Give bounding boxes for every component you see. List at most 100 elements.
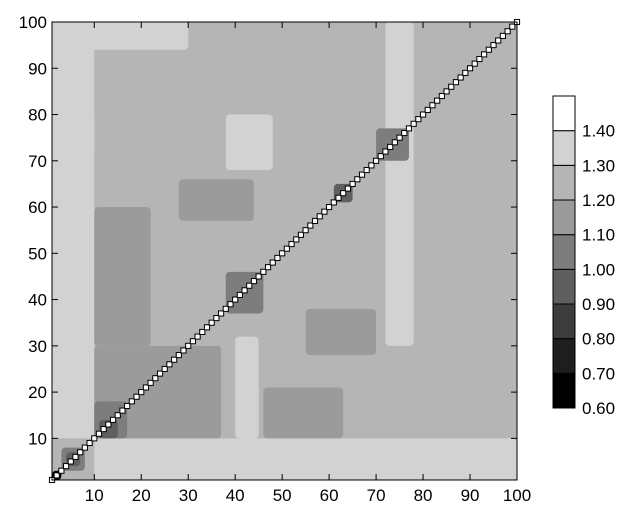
diagonal-cell <box>161 365 168 373</box>
diagonal-cell <box>77 449 84 456</box>
colorbar-label: 1.40 <box>582 122 615 141</box>
diagonal-cell <box>438 92 445 100</box>
heatmap-region <box>52 22 95 439</box>
diagonal-cell <box>321 208 328 215</box>
diagonal-cell <box>124 402 131 410</box>
diagonal-cell <box>105 421 112 428</box>
diagonal-cell <box>222 305 229 312</box>
diagonal-cell <box>396 134 403 141</box>
y-tick-label: 90 <box>28 59 47 78</box>
diagonal-cell <box>293 236 300 243</box>
colorbar: 0.60 0.70 0.80 0.90 1.00 1.10 1.20 1.30 1.40 <box>552 95 615 418</box>
heatmap-region <box>94 207 151 346</box>
diagonal-cell <box>171 356 178 363</box>
diagonal-cell <box>297 231 305 238</box>
diagonal-cell <box>476 55 483 63</box>
diagonal-cell <box>180 347 187 354</box>
x-tick-label: 20 <box>132 486 151 505</box>
diagonal-cell <box>264 264 272 271</box>
diagonal-cell <box>363 166 370 174</box>
colorbar-label: 0.90 <box>582 295 615 314</box>
colorbar-swatch <box>552 268 576 305</box>
diagonal-cell <box>279 250 286 257</box>
diagonal-cell <box>100 426 107 433</box>
diagonal-cell <box>114 412 121 419</box>
diagonal-cell <box>490 42 497 49</box>
diagonal-cell <box>63 463 70 470</box>
diagonal-cell <box>330 199 337 206</box>
diagonal-cell <box>499 32 506 39</box>
diagonal-cell <box>142 384 150 391</box>
diagonal-cell <box>340 190 347 197</box>
diagonal-cell <box>109 416 117 423</box>
diagonal-cell <box>185 342 192 349</box>
diagonal-cell <box>138 389 145 396</box>
x-axis: 10 20 30 40 50 60 70 80 90 100 <box>85 22 531 505</box>
diagonal-cell <box>326 204 333 211</box>
diagonal-cell <box>81 444 88 451</box>
diagonal-cell <box>199 328 206 336</box>
diagonal-cell <box>466 65 474 72</box>
colorbar-swatch <box>552 303 576 340</box>
diagonal-cell <box>349 180 356 187</box>
diagonal-cell <box>448 83 455 90</box>
y-tick-label: 80 <box>28 106 47 125</box>
diagonal-cell <box>203 324 211 331</box>
colorbar-swatch <box>552 199 576 236</box>
diagonal-cell <box>302 227 309 234</box>
heatmap-region <box>305 308 377 356</box>
y-tick-label: 20 <box>28 383 47 402</box>
diagonal-cell <box>218 310 225 317</box>
diagonal-cell <box>509 23 516 30</box>
x-tick-label: 100 <box>503 486 531 505</box>
diagonal-cell <box>373 157 380 164</box>
diagonal-cell <box>504 28 511 35</box>
y-tick-label: 30 <box>28 337 47 356</box>
diagonal-cell <box>147 379 154 386</box>
diagonal-cell <box>368 162 375 169</box>
diagonal-cell <box>471 60 478 67</box>
heatmap-region <box>94 438 517 480</box>
diagonal-cell <box>462 69 469 76</box>
diagonal-cell <box>58 467 65 474</box>
diagonal-cell <box>95 430 103 437</box>
diagonal-cell <box>260 268 267 275</box>
colorbar-label: 1.20 <box>582 191 615 210</box>
diagonal-cell <box>495 37 502 44</box>
diagonal-cell <box>429 102 436 109</box>
diagonal-cell <box>415 116 422 123</box>
heatmap-region <box>235 336 259 439</box>
colorbar-swatch <box>552 338 576 374</box>
heatmap-region <box>98 419 118 439</box>
plot-frame <box>51 21 518 481</box>
diagonal-cell <box>391 139 398 146</box>
colorbar-swatch <box>552 95 576 132</box>
x-tick-label: 70 <box>367 486 386 505</box>
diagonal-cell <box>354 176 361 183</box>
heatmap-region <box>225 114 273 171</box>
y-tick-label: 60 <box>28 198 47 217</box>
diagonal-cell <box>72 453 79 460</box>
colorbar-swatch <box>552 372 576 409</box>
diagonal-cell <box>227 301 234 308</box>
diagonal-cell <box>410 120 417 127</box>
diagonal-cell <box>274 254 281 261</box>
colorbar-label: 0.70 <box>582 364 615 383</box>
y-tick-label: 50 <box>28 244 47 263</box>
diagonal-cell <box>377 153 384 160</box>
diagonal-cell <box>175 352 182 359</box>
diagonal-cell <box>424 106 431 113</box>
diagonal-cell <box>241 287 248 294</box>
diagonal-cell <box>344 185 351 192</box>
colorbar-label: 0.80 <box>582 330 615 349</box>
diagonal-cell <box>452 79 460 86</box>
diagonal-cell <box>152 375 159 382</box>
diagonal-cell <box>246 282 253 289</box>
diagonal-cell <box>457 74 464 81</box>
diagonal-cell <box>387 143 394 150</box>
diagonal-cell <box>128 398 135 405</box>
diagonal-cell <box>316 213 323 220</box>
diagonal-cell <box>250 278 258 285</box>
diagonal-cell <box>269 259 276 266</box>
